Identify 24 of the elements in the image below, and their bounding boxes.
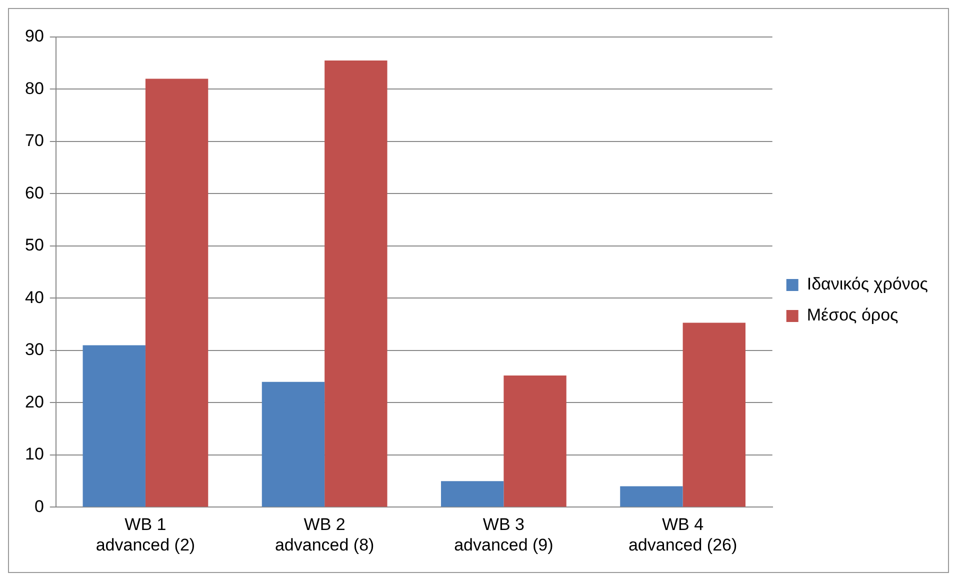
legend-label: Μέσος όρος xyxy=(806,306,898,325)
y-tick-label: 90 xyxy=(24,26,44,46)
y-tick-label: 50 xyxy=(24,236,44,255)
y-tick-label: 30 xyxy=(24,340,44,360)
x-tick-label: WB 3 advanced (9) xyxy=(454,515,554,554)
y-tick-label: 20 xyxy=(24,392,44,412)
bar xyxy=(262,382,325,507)
y-tick-label: 10 xyxy=(24,444,44,464)
bar xyxy=(324,60,388,507)
y-tick-label: 60 xyxy=(24,183,44,202)
y-tick-label: 0 xyxy=(34,496,44,516)
y-tick-label: 80 xyxy=(24,78,44,98)
y-tick-label: 40 xyxy=(24,288,44,307)
bar xyxy=(504,376,566,507)
x-tick-label: WB 4 advanced (26) xyxy=(628,515,738,554)
y-tick-label: 70 xyxy=(24,131,44,150)
x-tick-label: WB 2 advanced (8) xyxy=(274,515,374,554)
bar xyxy=(145,78,208,507)
bar xyxy=(440,481,504,507)
bar xyxy=(620,486,683,507)
legend-label: Ιδανικός χρόνος xyxy=(806,274,928,294)
bar xyxy=(82,345,146,507)
bar xyxy=(682,322,746,507)
x-tick-label: WB 1 advanced (2) xyxy=(96,515,196,554)
